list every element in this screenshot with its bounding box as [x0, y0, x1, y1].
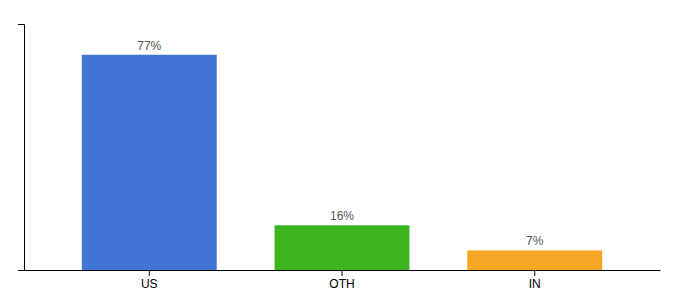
x-tick: OTH [329, 270, 354, 291]
plot: US OTH IN 77% 16% 7% [18, 25, 661, 291]
bar [467, 250, 602, 270]
x-tick-mark [149, 270, 150, 276]
data-label: 16% [330, 209, 354, 223]
chart: US OTH IN 77% 16% 7% [0, 0, 680, 300]
bar [275, 225, 410, 270]
x-tick: IN [529, 270, 541, 291]
y-axis-line [18, 25, 25, 271]
y-axis [18, 25, 25, 271]
x-tick-mark [534, 270, 535, 276]
x-tick-mark [342, 270, 343, 276]
x-tick: US [141, 270, 158, 291]
x-tick-label: OTH [329, 277, 354, 291]
bars [82, 55, 602, 270]
x-tick-label: IN [529, 277, 541, 291]
data-label: 77% [137, 39, 161, 53]
data-label: 7% [526, 234, 544, 248]
x-axis: US OTH IN [25, 270, 661, 291]
x-tick-label: US [141, 277, 158, 291]
data-labels: 77% 16% 7% [137, 39, 543, 249]
bar [82, 55, 217, 270]
